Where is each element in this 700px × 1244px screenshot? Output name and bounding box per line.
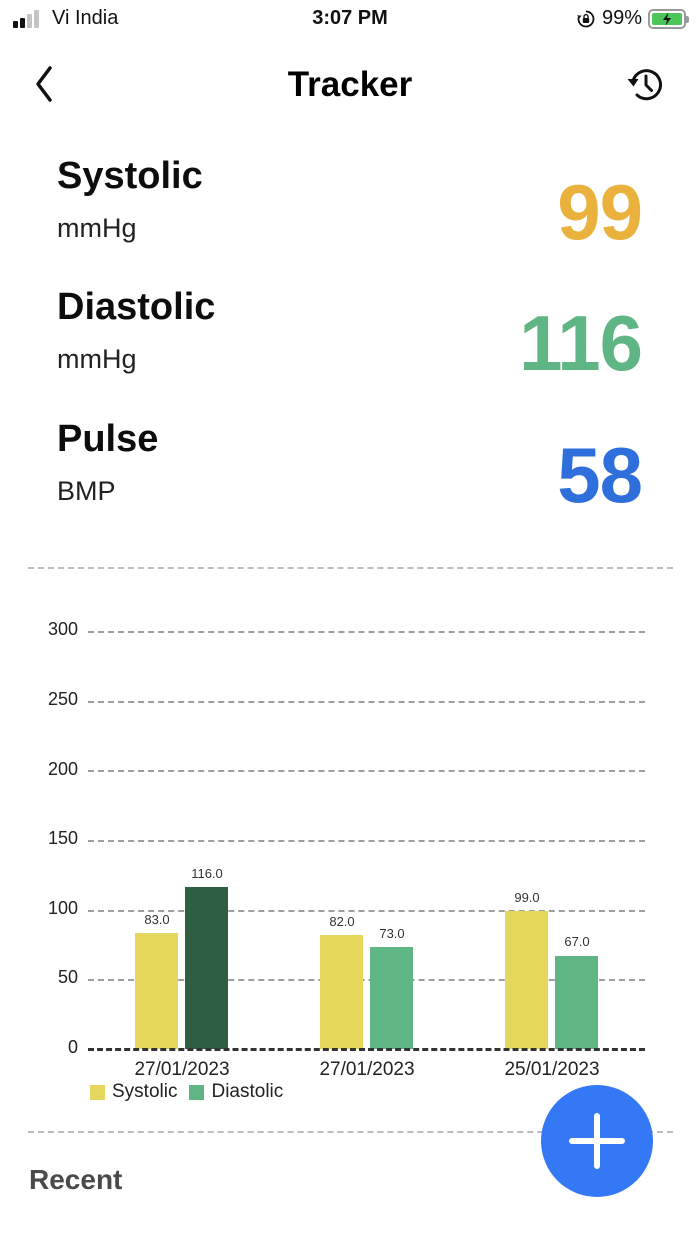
chart-legend: Systolic Diastolic: [90, 1081, 289, 1103]
bar-value-label: 116.0: [191, 866, 223, 881]
reading-label: Pulse: [57, 418, 159, 460]
bar-systolic[interactable]: [320, 935, 363, 1049]
reading-label: Systolic: [57, 155, 203, 197]
bar-systolic[interactable]: [135, 933, 178, 1049]
gridline: [88, 840, 645, 842]
bar-value-label: 67.0: [564, 934, 590, 949]
x-tick: 25/01/2023: [504, 1059, 600, 1080]
status-bar: Vi India 3:07 PM 99%: [0, 0, 700, 40]
reading-value: 116: [519, 299, 643, 387]
reading-systolic: Systolic mmHg 99: [57, 155, 647, 265]
page-title: Tracker: [287, 65, 413, 104]
reading-unit: BMP: [57, 476, 116, 506]
section-divider: [28, 1131, 673, 1133]
legend-item-systolic[interactable]: Systolic: [90, 1081, 177, 1103]
y-tick: 100: [47, 898, 78, 918]
y-tick: 50: [57, 967, 78, 987]
carrier-name: Vi India: [52, 7, 119, 29]
legend-item-diastolic[interactable]: Diastolic: [189, 1081, 283, 1103]
y-tick: 250: [47, 689, 78, 709]
legend-swatch: [189, 1084, 205, 1100]
bar-diastolic[interactable]: [555, 956, 598, 1049]
bar-systolic[interactable]: [505, 911, 548, 1049]
bp-bar-chart: 300 250 200 150 100 50 0 83.0 116.0 82.0…: [0, 600, 700, 1120]
reading-unit: mmHg: [57, 213, 137, 243]
reading-value: 99: [557, 168, 643, 256]
gridline: [88, 979, 645, 981]
reading-label: Diastolic: [57, 286, 216, 328]
gridline: [88, 701, 645, 703]
gridline: [88, 770, 645, 772]
recent-section-title: Recent: [29, 1164, 123, 1195]
section-divider: [28, 567, 673, 569]
y-tick: 300: [47, 619, 78, 639]
bar-value-label: 82.0: [329, 914, 355, 929]
bar-value-label: 99.0: [514, 890, 540, 905]
y-tick: 150: [47, 828, 78, 848]
x-axis-baseline: [88, 1048, 645, 1051]
battery-percent: 99%: [601, 7, 642, 29]
x-tick: 27/01/2023: [319, 1059, 415, 1080]
reading-pulse: Pulse BMP 58: [57, 418, 647, 528]
signal-icon: [13, 10, 43, 28]
reading-diastolic: Diastolic mmHg 116: [57, 286, 647, 396]
chevron-left-icon: [36, 66, 52, 102]
nav-header: Tracker: [0, 50, 700, 120]
legend-swatch: [90, 1084, 105, 1100]
x-tick: 27/01/2023: [134, 1059, 230, 1080]
orientation-lock-icon: [577, 10, 595, 27]
add-reading-button[interactable]: [541, 1085, 653, 1197]
status-right: 99%: [576, 7, 689, 30]
bar-diastolic-selected[interactable]: [185, 887, 228, 1049]
battery-charging-icon: [648, 8, 689, 29]
bar-diastolic[interactable]: [370, 947, 413, 1049]
legend-label: Diastolic: [211, 1081, 284, 1102]
gridline: [88, 910, 645, 912]
gridline: [88, 631, 645, 633]
legend-label: Systolic: [112, 1081, 178, 1102]
reading-value: 58: [557, 431, 643, 519]
y-tick: 0: [67, 1037, 78, 1057]
back-button[interactable]: [30, 62, 66, 106]
y-tick: 200: [47, 759, 78, 779]
bar-value-label: 83.0: [144, 912, 170, 927]
history-button[interactable]: [624, 64, 666, 106]
history-icon: [627, 69, 662, 101]
reading-unit: mmHg: [57, 344, 137, 374]
bar-value-label: 73.0: [379, 926, 405, 941]
